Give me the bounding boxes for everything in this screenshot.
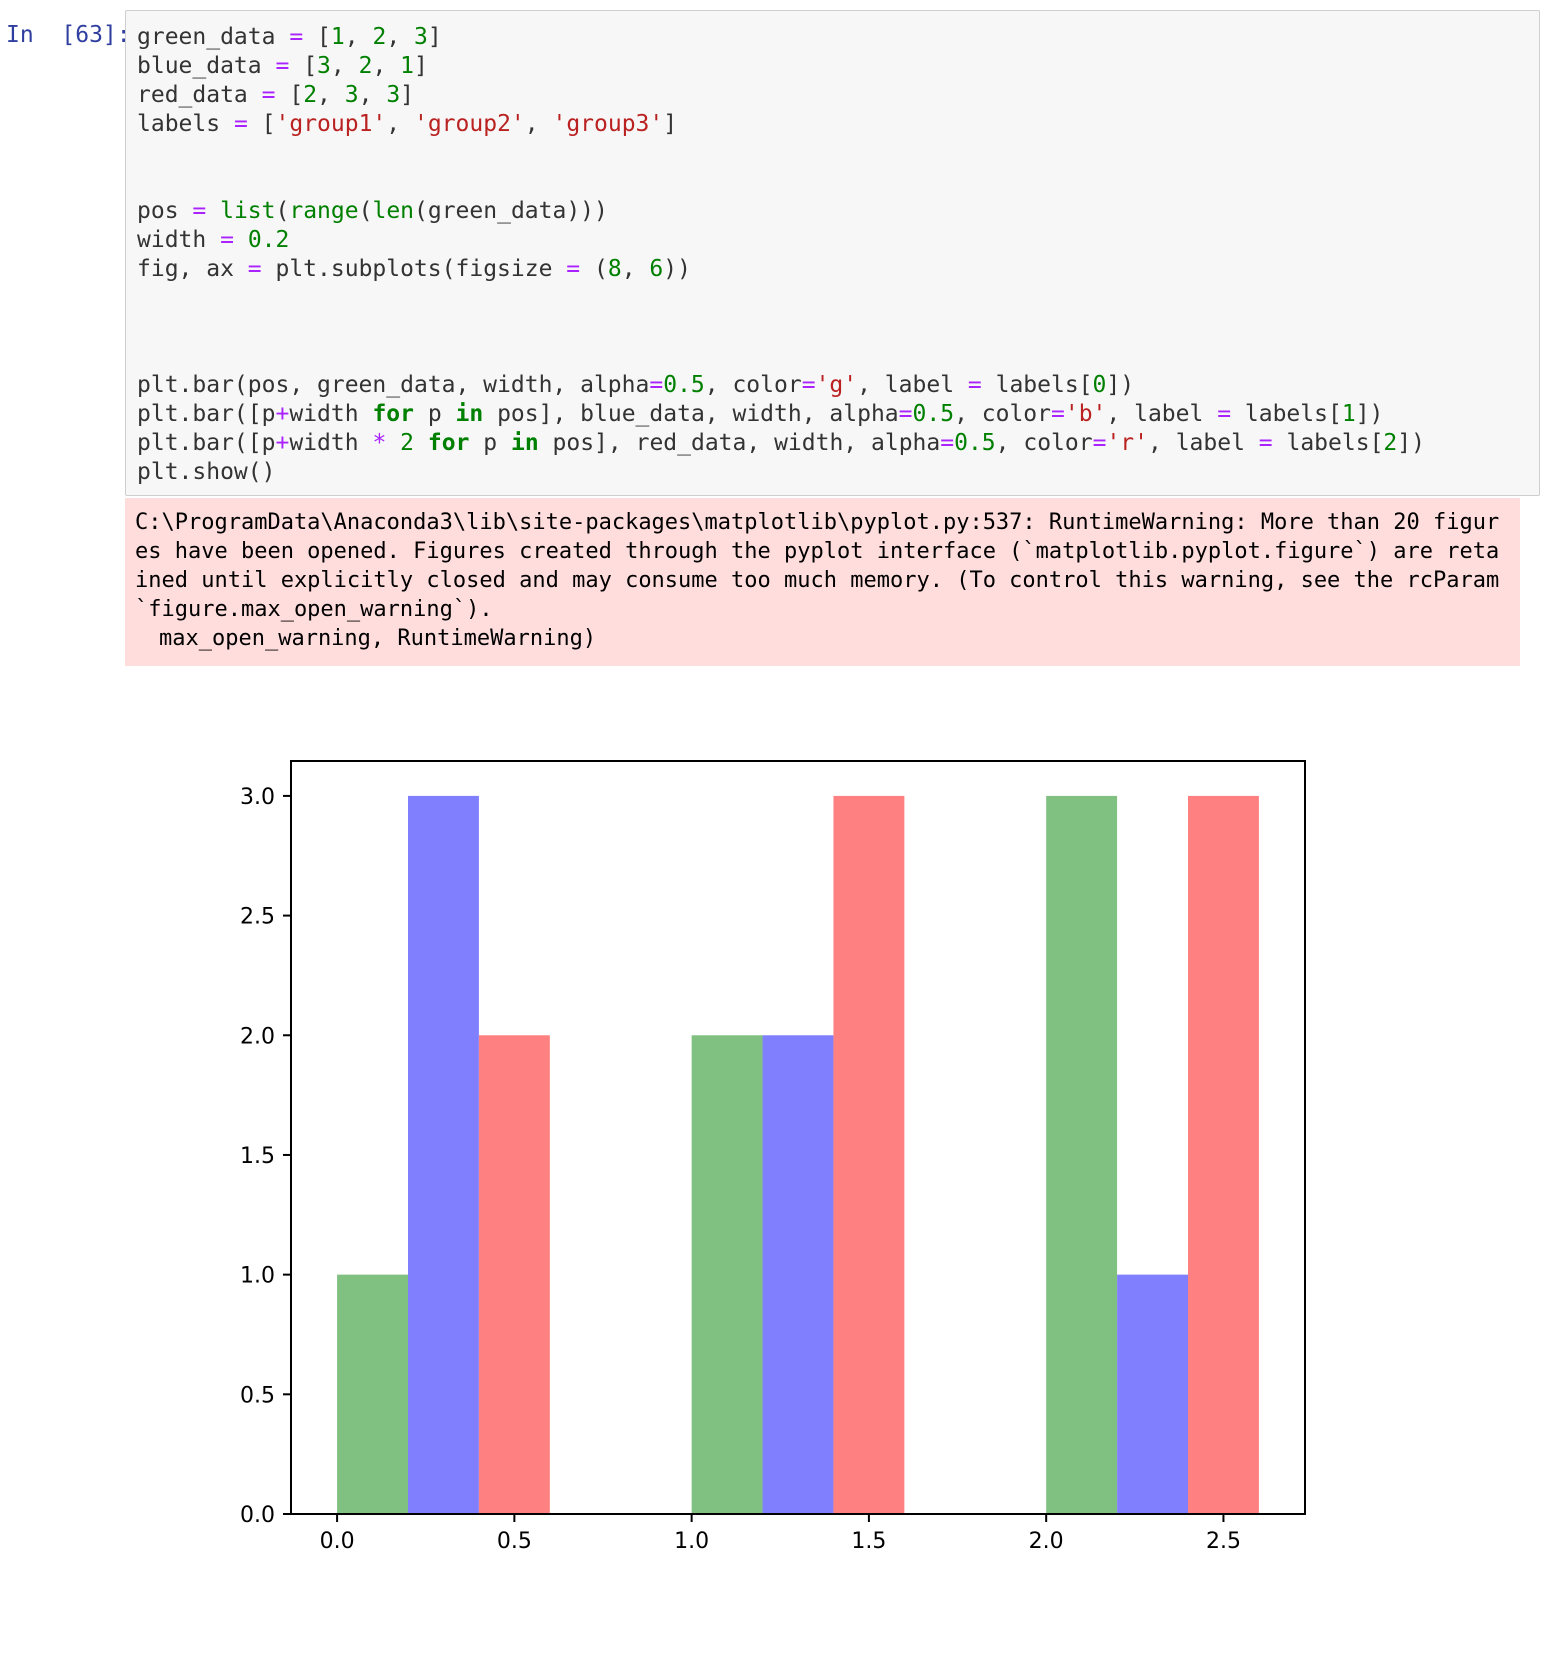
code-line-16: plt.show() (137, 459, 276, 485)
code-cell-editor[interactable]: green_data = [1, 2, 3] blue_data = [3, 2,… (125, 10, 1540, 496)
code-line-7: pos = list(range(len(green_data))) (137, 198, 608, 224)
code-line-8: width = 0.2 (137, 227, 290, 253)
x-tick-label: 0.0 (320, 1529, 355, 1554)
code-line-15: plt.bar([p+width * 2 for p in pos], red_… (137, 430, 1425, 456)
figure-output: 0.0 0.5 1.0 1.5 2.0 2.5 3.0 0.0 0.5 1.0 1.5 2.0 2.5 (0, 760, 1550, 1649)
x-tick-label: 2.0 (1029, 1529, 1064, 1554)
bar-s1-2 (691, 1035, 763, 1514)
code-line-11: ​ (137, 313, 1425, 342)
bar-chart: 0.0 0.5 1.0 1.5 2.0 2.5 3.0 0.0 0.5 1.0 1.5 2.0 2.5 (240, 760, 1306, 1554)
code-line-4: labels = ['group1', 'group2', 'group3'] (137, 111, 678, 137)
x-tick-label: 1.0 (674, 1529, 709, 1554)
warning-detail: max_open_warning, RuntimeWarning) (159, 626, 597, 651)
y-tick-label: 2.5 (240, 905, 275, 930)
bar-s3-1 (478, 1035, 550, 1514)
code-line-6: ​ (137, 168, 1425, 197)
cell-prompt: In [63]: (6, 22, 131, 48)
y-tick-label: 1.5 (240, 1144, 275, 1169)
code-line-5: ​ (137, 139, 1425, 168)
x-tick-label: 0.5 (497, 1529, 532, 1554)
y-tick-label: 3.0 (240, 785, 275, 810)
bar-s3-2 (833, 795, 905, 1514)
code-line-3: red_data = [2, 3, 3] (137, 82, 415, 108)
bar-s2-2 (762, 1035, 834, 1514)
bar-s1-3 (1046, 795, 1118, 1514)
bar-s1-1 (337, 1274, 408, 1514)
warning-message: C:\ProgramData\Anaconda3\lib\site-packag… (135, 510, 1513, 622)
plot-frame (290, 760, 1306, 1515)
code-line-9: fig, ax = plt.subplots(figsize = (8, 6)) (137, 256, 691, 282)
code-line-12: ​ (137, 342, 1425, 371)
bar-s2-3 (1117, 1274, 1188, 1514)
code-line-2: blue_data = [3, 2, 1] (137, 53, 428, 79)
y-tick-label: 1.0 (240, 1264, 275, 1289)
bar-s3-3 (1188, 795, 1259, 1514)
x-tick-label: 2.5 (1206, 1529, 1241, 1554)
code-line-1: green_data = [1, 2, 3] (137, 24, 442, 50)
bar-s2-1 (408, 795, 479, 1514)
y-tick-label: 2.0 (240, 1024, 275, 1049)
code-line-13: plt.bar(pos, green_data, width, alpha=0.… (137, 372, 1135, 398)
code-line-10: ​ (137, 284, 1425, 313)
y-tick-label: 0.5 (240, 1383, 275, 1408)
y-tick-label: 0.0 (240, 1503, 275, 1528)
stderr-output: C:\ProgramData\Anaconda3\lib\site-packag… (125, 498, 1520, 666)
code-block[interactable]: green_data = [1, 2, 3] blue_data = [3, 2,… (137, 23, 1425, 487)
code-line-14: plt.bar([p+width for p in pos], blue_dat… (137, 401, 1384, 427)
x-tick-label: 1.5 (851, 1529, 886, 1554)
